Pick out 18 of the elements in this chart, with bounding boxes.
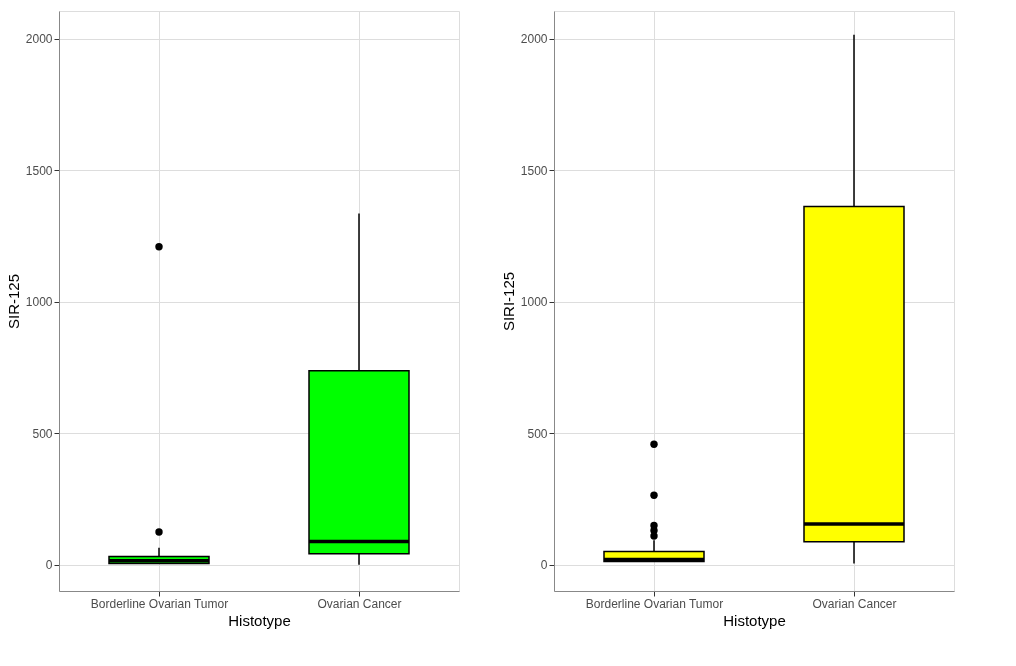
y-tick-label: 500 bbox=[527, 426, 548, 441]
y-tick-label: 0 bbox=[540, 558, 548, 573]
y-tick-label: 2000 bbox=[25, 32, 53, 47]
y-tick-label: 1500 bbox=[25, 163, 53, 178]
y-tick-label: 1500 bbox=[520, 163, 548, 178]
y-tick-label: 0 bbox=[45, 558, 53, 573]
y-tick-label: 1000 bbox=[520, 295, 548, 310]
y-tick-label: 1000 bbox=[25, 295, 53, 310]
y-axis-title: SIR-125 bbox=[4, 273, 22, 330]
y-tick-label: 500 bbox=[32, 426, 53, 441]
x-tick-label: Borderline Ovarian Tumor bbox=[90, 596, 229, 611]
x-tick-label: Borderline Ovarian Tumor bbox=[585, 596, 724, 611]
x-tick-label: Ovarian Cancer bbox=[812, 596, 897, 611]
x-tick-label: Ovarian Cancer bbox=[317, 596, 402, 611]
y-axis-title: SIRI-125 bbox=[499, 271, 517, 332]
x-axis-title: Histotype bbox=[723, 611, 786, 629]
x-axis-title: Histotype bbox=[228, 611, 291, 629]
y-tick-label: 2000 bbox=[520, 32, 548, 47]
